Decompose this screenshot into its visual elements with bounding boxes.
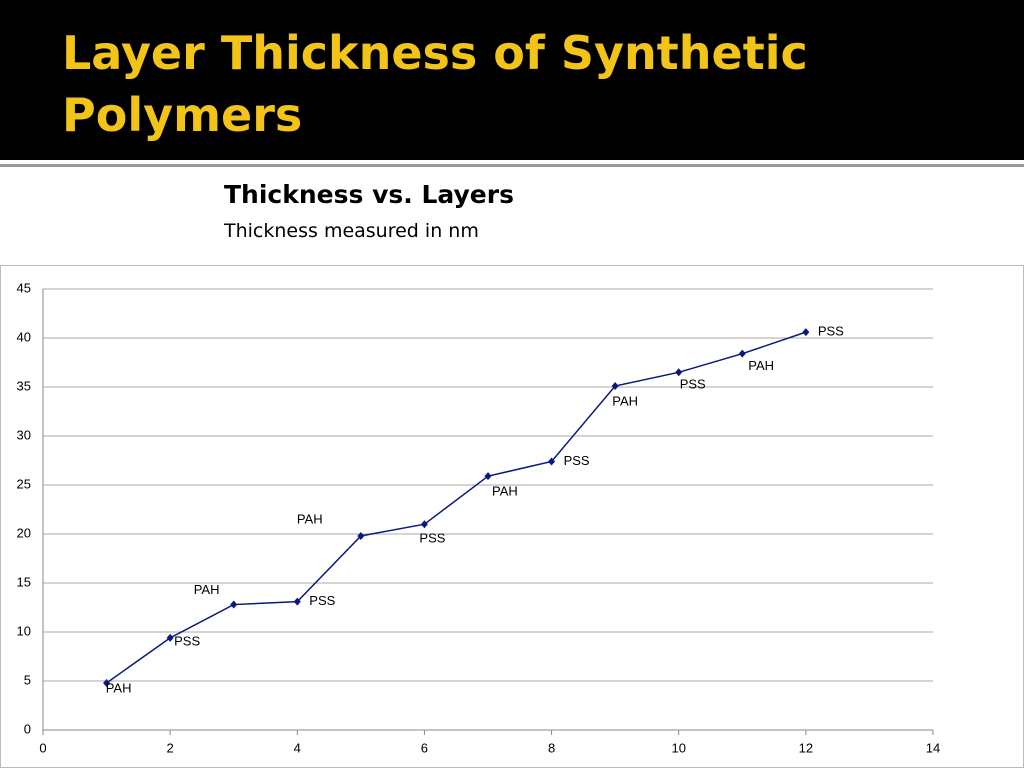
y-tick-label: 45 bbox=[17, 280, 31, 295]
x-tick-label: 8 bbox=[548, 740, 555, 755]
point-label: PAH bbox=[297, 511, 323, 526]
data-point bbox=[802, 328, 810, 337]
title-band bbox=[0, 0, 1024, 160]
data-point bbox=[484, 472, 492, 481]
x-tick-label: 10 bbox=[671, 740, 685, 755]
y-tick-label: 30 bbox=[17, 427, 31, 442]
y-tick-label: 15 bbox=[17, 574, 31, 589]
x-tick-label: 4 bbox=[294, 740, 301, 755]
data-point bbox=[611, 382, 619, 391]
point-label: PSS bbox=[818, 324, 844, 339]
x-tick-label: 14 bbox=[926, 740, 940, 755]
data-point bbox=[293, 597, 301, 606]
data-point bbox=[230, 600, 238, 609]
data-point bbox=[548, 457, 556, 466]
x-tick-label: 0 bbox=[39, 740, 46, 755]
y-tick-label: 35 bbox=[17, 378, 31, 393]
point-label: PAH bbox=[194, 582, 220, 597]
data-point bbox=[420, 520, 428, 529]
y-tick-label: 0 bbox=[24, 721, 31, 736]
x-tick-label: 2 bbox=[167, 740, 174, 755]
point-label: PSS bbox=[680, 377, 706, 392]
series-line bbox=[106, 331, 807, 684]
chart-subtitle: Thickness measured in nm bbox=[224, 220, 479, 242]
chart-frame bbox=[0, 265, 1024, 768]
data-point bbox=[103, 678, 111, 687]
data-point bbox=[675, 368, 683, 377]
x-tick-label: 12 bbox=[799, 740, 813, 755]
y-tick-label: 10 bbox=[17, 623, 31, 638]
point-label: PAH bbox=[748, 358, 774, 373]
point-label: PSS bbox=[309, 593, 335, 608]
y-tick-label: 20 bbox=[17, 525, 31, 540]
divider bbox=[0, 164, 1024, 167]
point-label: PSS bbox=[564, 453, 590, 468]
slide-title: Layer Thickness of Synthetic Polymers bbox=[62, 26, 808, 142]
y-tick-label: 40 bbox=[17, 329, 31, 344]
y-tick-label: 5 bbox=[24, 672, 31, 687]
point-label: PAH bbox=[612, 393, 638, 408]
data-point bbox=[738, 349, 746, 358]
chart-title: Thickness vs. Layers bbox=[224, 180, 514, 209]
data-point bbox=[166, 633, 174, 642]
data-point bbox=[357, 531, 365, 540]
y-tick-label: 25 bbox=[17, 476, 31, 491]
x-tick-label: 6 bbox=[421, 740, 428, 755]
point-label: PAH bbox=[492, 484, 518, 499]
point-label: PSS bbox=[174, 633, 200, 648]
point-label: PSS bbox=[419, 531, 445, 546]
point-label: PAH bbox=[106, 680, 132, 695]
